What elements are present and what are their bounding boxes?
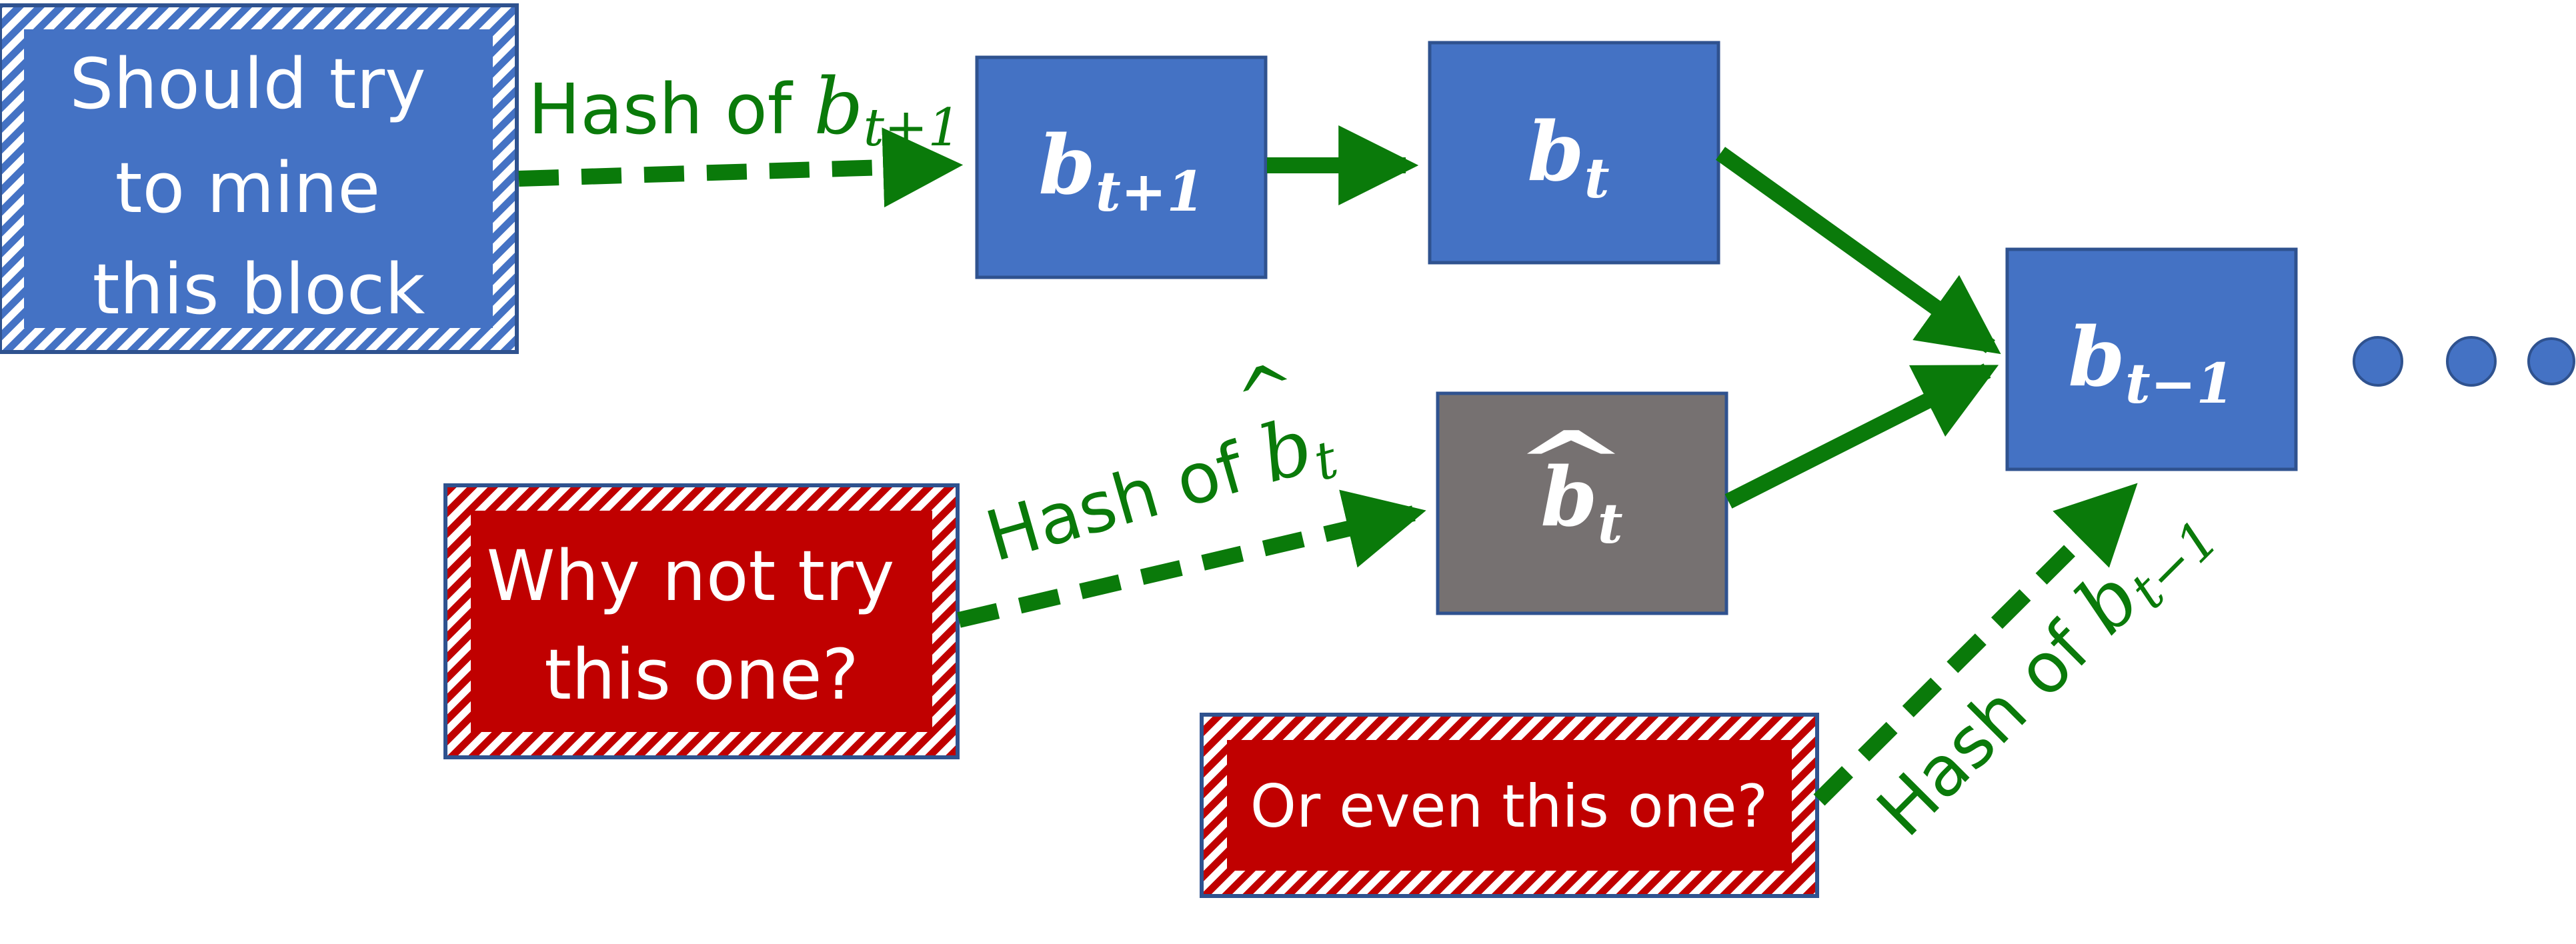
continuation-dot [2353, 336, 2403, 387]
candidate-why-not-text: Why not try this one? [487, 535, 917, 715]
candidate-or-even-text: Or even this one? [1250, 772, 1768, 841]
block-b-hat-t: bt ^ [1436, 391, 1728, 615]
block-b-t-minus-1: bt−1 [2005, 247, 2298, 471]
continuation-dot [2446, 336, 2497, 387]
block-label: bt [1540, 449, 1622, 556]
ellipsis-dots-icon [2353, 336, 2575, 387]
candidate-line: this block [93, 249, 425, 330]
candidate-line: to mine [115, 147, 381, 229]
chain-arrow-t-to-t-minus-1 [1716, 147, 2001, 355]
block-label: bt+1 [1039, 117, 1205, 224]
continuation-dot [2527, 337, 2575, 385]
candidate-block-or-even: Or even this one? [1200, 713, 1819, 898]
candidate-should-mine-text: Should try to mine this block [69, 43, 448, 330]
hash-label-t-minus-1-group: Hash of bt−1 [1856, 483, 2231, 857]
hash-arrow-to-b-t-plus-1 [518, 127, 964, 208]
candidate-line: this one? [544, 634, 859, 715]
hash-arrow-to-b-hat-t [957, 489, 1426, 628]
block-label: bt [1527, 103, 1609, 211]
chain-arrow-hat-t-to-t-minus-1 [1724, 363, 1999, 509]
hat-accent: ^ [1513, 412, 1629, 514]
candidate-line: Should try [69, 43, 426, 125]
hash-arrow-to-b-t-minus-1 [1813, 483, 2138, 806]
hash-label-t-plus-1: Hash of bt+1 [528, 62, 961, 158]
candidate-block-should-mine: Should try to mine this block [0, 3, 519, 354]
candidate-line: Why not try [487, 535, 895, 617]
block-b-t-plus-1: bt+1 [975, 55, 1268, 279]
block-label: bt−1 [2069, 309, 2235, 416]
block-b-t: bt [1428, 41, 1720, 265]
hash-label-t-minus-1: Hash of bt−1 [1856, 483, 2231, 857]
candidate-block-why-not: Why not try this one? [443, 483, 960, 759]
